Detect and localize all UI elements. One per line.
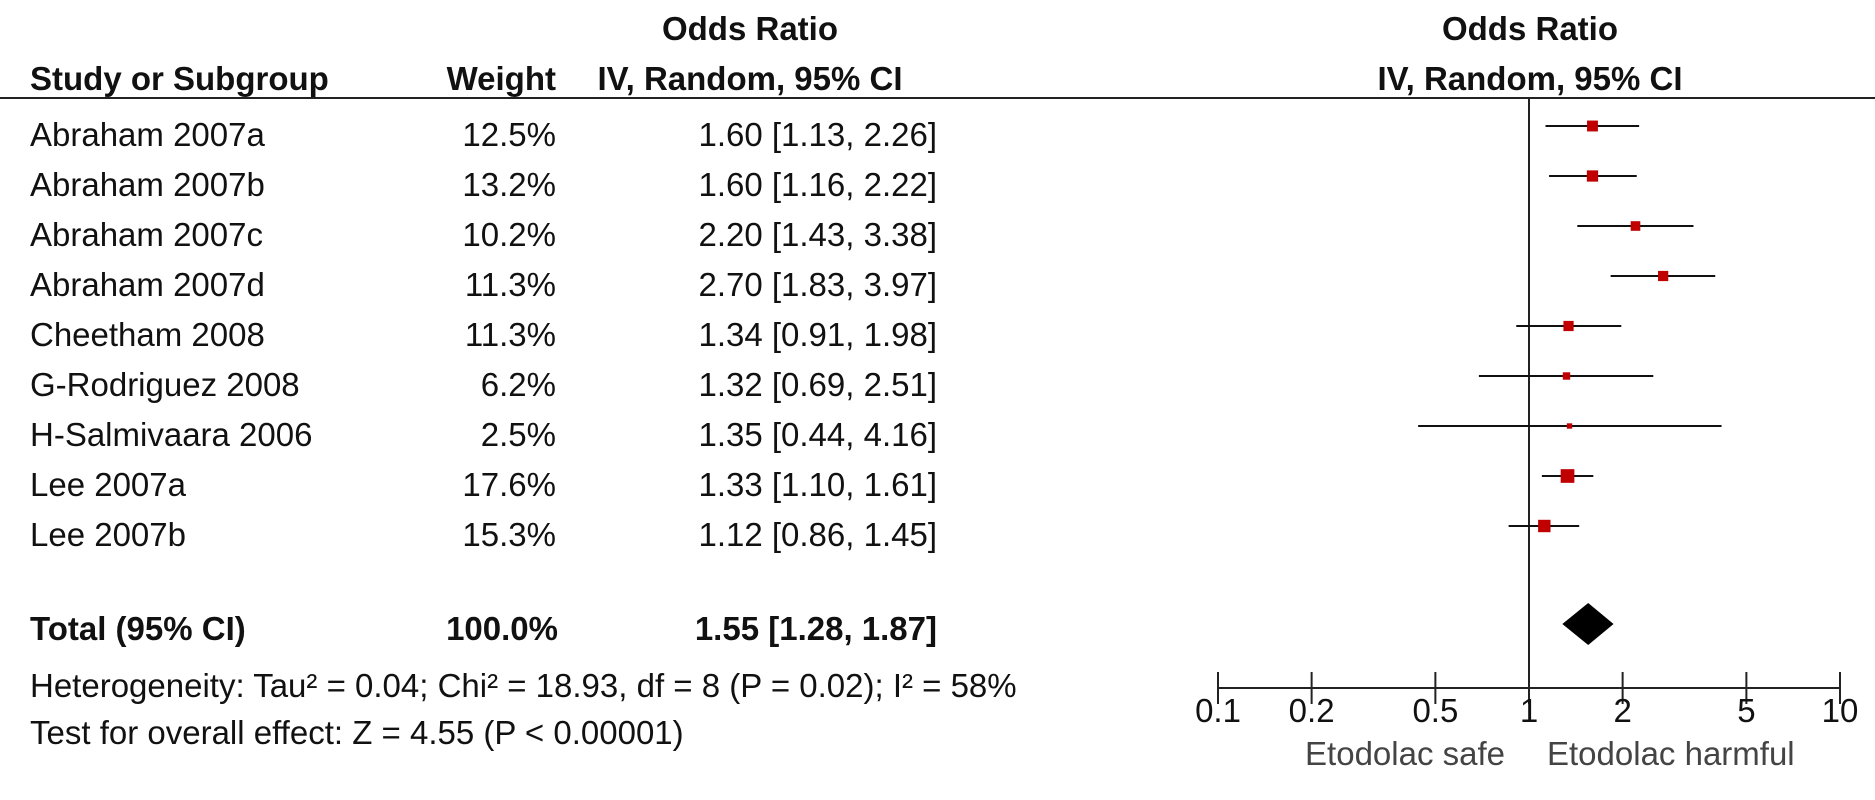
x-tick-label: 0.5 xyxy=(1412,692,1458,729)
study-column-header: Study or Subgroup xyxy=(30,60,329,97)
study-marker xyxy=(1560,469,1575,483)
x-tick-label: 2 xyxy=(1613,692,1631,729)
study-name: Abraham 2007b xyxy=(30,166,265,203)
total-label: Total (95% CI) xyxy=(30,610,246,647)
x-label-left: Etodolac safe xyxy=(1305,735,1505,772)
plot-method-header: IV, Random, 95% CI xyxy=(1377,60,1683,97)
study-ci: 1.32 [0.69, 2.51] xyxy=(698,366,937,403)
odds-ratio-group-header: Odds Ratio xyxy=(661,10,838,47)
study-marker xyxy=(1658,270,1669,282)
method-column-header: IV, Random, 95% CI xyxy=(597,60,903,97)
study-name: G-Rodriguez 2008 xyxy=(30,366,300,403)
study-marker xyxy=(1630,221,1641,231)
x-tick-label: 5 xyxy=(1737,692,1755,729)
study-marker xyxy=(1538,519,1551,533)
pooled-diamond xyxy=(1562,603,1614,645)
study-ci: 2.70 [1.83, 3.97] xyxy=(698,266,937,303)
study-weight: 11.3% xyxy=(464,266,556,303)
study-name: H-Salmivaara 2006 xyxy=(30,416,313,453)
study-ci: 1.60 [1.13, 2.26] xyxy=(698,116,937,153)
study-marker xyxy=(1566,423,1573,429)
study-name: Abraham 2007d xyxy=(30,266,265,303)
x-tick-label: 10 xyxy=(1822,692,1859,729)
heterogeneity-text: Heterogeneity: Tau² = 0.04; Chi² = 18.93… xyxy=(30,667,1017,704)
study-name: Abraham 2007a xyxy=(30,116,265,153)
study-weight: 13.2% xyxy=(462,166,556,203)
total-ci: 1.55 [1.28, 1.87] xyxy=(694,610,937,647)
study-name: Lee 2007a xyxy=(30,466,186,503)
study-marker xyxy=(1563,320,1574,332)
x-tick-label: 1 xyxy=(1520,692,1538,729)
study-name: Cheetham 2008 xyxy=(30,316,265,353)
study-ci: 2.20 [1.43, 3.38] xyxy=(698,216,937,253)
x-tick-label: 0.2 xyxy=(1289,692,1335,729)
study-name: Lee 2007b xyxy=(30,516,186,553)
study-ci: 1.12 [0.86, 1.45] xyxy=(698,516,937,553)
x-tick-label: 0.1 xyxy=(1195,692,1241,729)
weight-column-header: Weight xyxy=(446,60,556,97)
study-ci: 1.35 [0.44, 4.16] xyxy=(698,416,937,453)
total-weight: 100.0% xyxy=(446,610,558,647)
study-weight: 15.3% xyxy=(462,516,556,553)
study-weight: 11.3% xyxy=(464,316,556,353)
overall-effect-text: Test for overall effect: Z = 4.55 (P < 0… xyxy=(30,714,684,751)
plot-group-header: Odds Ratio xyxy=(1441,10,1618,47)
study-ci: 1.33 [1.10, 1.61] xyxy=(698,466,937,503)
study-ci: 1.60 [1.16, 2.22] xyxy=(698,166,937,203)
study-weight: 12.5% xyxy=(462,116,556,153)
study-marker xyxy=(1587,120,1598,132)
study-marker xyxy=(1586,170,1599,182)
study-ci: 1.34 [0.91, 1.98] xyxy=(698,316,937,353)
study-weight: 6.2% xyxy=(480,366,556,403)
study-marker xyxy=(1562,372,1571,380)
study-weight: 2.5% xyxy=(480,416,556,453)
study-weight: 17.6% xyxy=(462,466,556,503)
study-weight: 10.2% xyxy=(462,216,556,253)
x-label-right: Etodolac harmful xyxy=(1547,735,1795,772)
study-name: Abraham 2007c xyxy=(30,216,263,253)
